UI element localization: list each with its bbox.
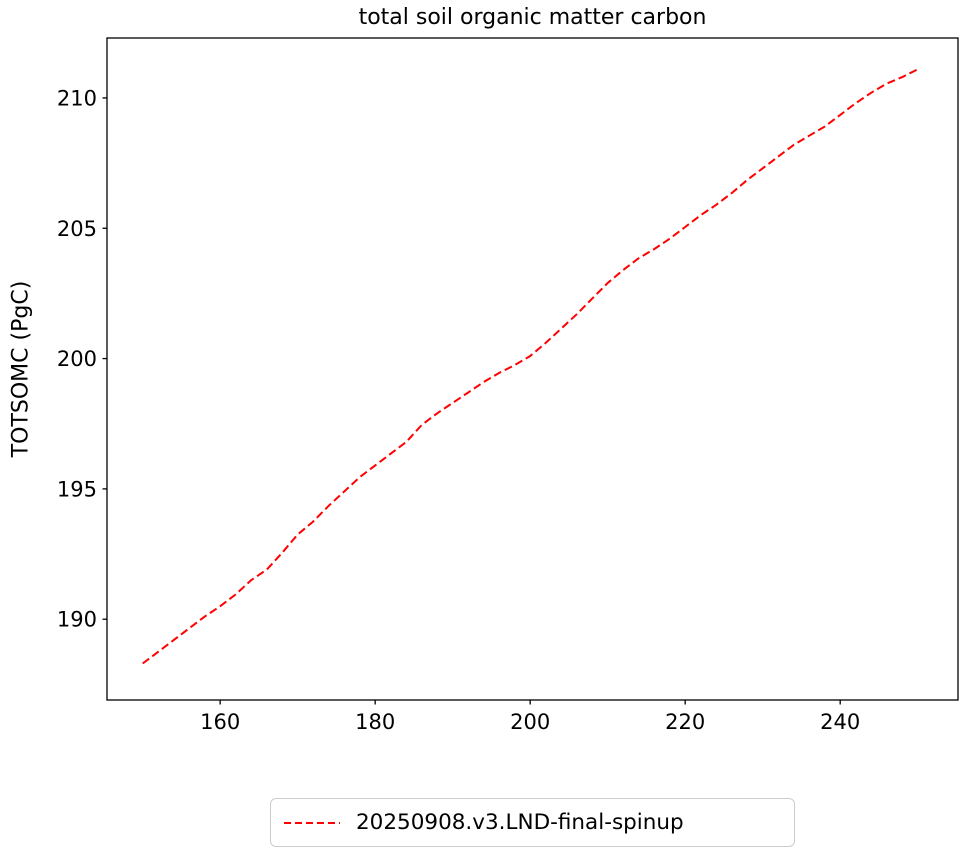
- x-tick-label: 180: [355, 710, 395, 734]
- y-tick-label: 200: [57, 347, 97, 371]
- legend-series-label: 20250908.v3.LND-final-spinup: [356, 810, 684, 835]
- data-series-line: [142, 68, 919, 665]
- x-tick-label: 160: [200, 710, 240, 734]
- y-tick-label: 210: [57, 86, 97, 110]
- x-tick-label: 200: [510, 710, 550, 734]
- y-tick-label: 190: [57, 608, 97, 632]
- chart-title: total soil organic matter carbon: [358, 5, 707, 30]
- axes-spines: [106, 37, 959, 701]
- y-tick-label: 195: [57, 477, 97, 501]
- x-tick-label: 220: [665, 710, 705, 734]
- legend-box: 20250908.v3.LND-final-spinup: [270, 798, 795, 847]
- legend-line-sample-icon: [284, 821, 340, 824]
- y-tick-label: 205: [57, 217, 97, 241]
- x-tick-label: 240: [820, 710, 860, 734]
